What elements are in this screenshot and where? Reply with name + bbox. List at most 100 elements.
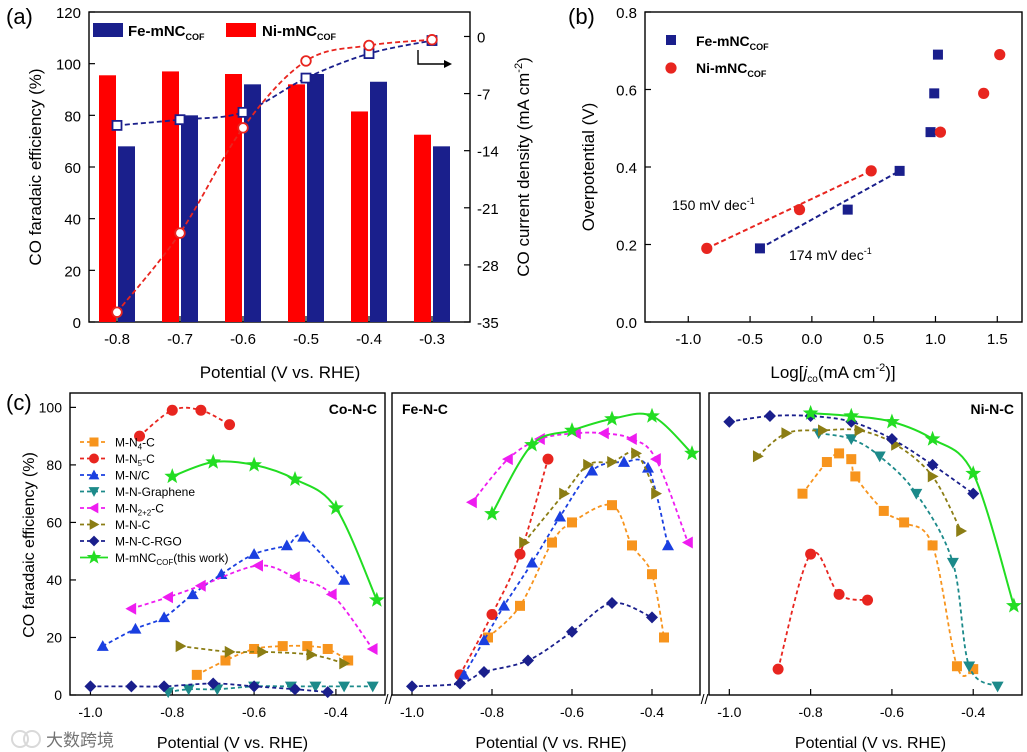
watermark-text: 大数跨境 [46, 731, 114, 750]
series-point-triangle-left [626, 433, 637, 446]
series-point-triangle-down [309, 681, 322, 693]
legend-swatch-fe [93, 23, 123, 37]
series-point-square [968, 664, 979, 675]
legend-label-tail: -C [151, 502, 164, 516]
panel-b-frame [644, 11, 1023, 323]
tafel-point-ni [793, 204, 806, 216]
y-tick-label: 0.2 [616, 238, 637, 255]
y2-tick-label: -7 [477, 87, 490, 104]
series-line-triangle-left [131, 564, 374, 650]
x-tick-label: -0.4 [324, 704, 348, 720]
annotation-fe-slope-exp: -1 [864, 246, 872, 256]
subpanel-title: Fe-N-C [402, 401, 448, 417]
x-title-rest: (mA cm [818, 363, 876, 382]
series-point-triangle-up [618, 456, 630, 467]
tafel-point-ni [865, 165, 877, 177]
annotation-fe-slope: 174 mV dec-1 [789, 246, 872, 263]
series-point-star [246, 456, 262, 472]
series-point-triangle-down [366, 681, 379, 693]
series-point-square [249, 643, 260, 654]
tafel-point-fe [929, 88, 940, 99]
legend-marker-fe [666, 35, 676, 45]
series-point-triangle-down [963, 661, 976, 673]
series-point-triangle-up [158, 611, 171, 623]
y-tick-label: 0.6 [616, 83, 637, 100]
series-point-triangle-right [927, 470, 939, 483]
legend-label-sub: 5 [138, 459, 143, 468]
panel-a-bar-chart: 0 20 40 60 80 100 120 0 -7 -14 -21 -28 -35 -0.8 -0.7 -0… [26, 5, 533, 382]
panel-b-label: (b) [568, 4, 595, 29]
series-point-diamond [885, 433, 898, 446]
series-point-star [328, 499, 344, 515]
x-tick-label: -1.0 [400, 704, 424, 720]
subpanel-frame-2 [391, 392, 701, 696]
series-point-square [627, 540, 637, 551]
series-point-diamond [454, 677, 466, 690]
bar-fe [181, 115, 198, 322]
series-line-square [801, 452, 974, 677]
series-point-triangle-up [186, 588, 199, 600]
legend-label-fe-main: Fe-mNC [128, 23, 186, 40]
panel-a-y-axis-title: CO faradaic efficiency (%) [26, 68, 45, 265]
series-point-square [567, 517, 577, 528]
series-point-circle [486, 608, 498, 620]
series-point-star [205, 453, 222, 469]
series-point-star [1005, 597, 1022, 613]
y-tick-label: 20 [64, 263, 81, 280]
series-point-triangle-left [252, 559, 263, 572]
panel-c-label: (c) [6, 390, 32, 415]
series-point-triangle-left [162, 591, 173, 604]
x-tick-label: 0.5 [863, 331, 884, 348]
panel-c-line-chart: -1.0 -0.8 -0.6 -0.4 Potential (V vs. RHE) Co-… [21, 392, 1023, 752]
series-point-square [220, 655, 231, 666]
legend-marker-square [89, 437, 99, 447]
tafel-point-fe [842, 204, 853, 215]
series-point-triangle-up [662, 539, 674, 551]
current-density-point-ni [300, 55, 312, 67]
x-tick-label: 0.0 [801, 331, 822, 348]
series-line-circle [138, 406, 230, 437]
tafel-point-ni [994, 49, 1006, 61]
series-point-square [607, 500, 617, 511]
series-point-square [659, 632, 669, 643]
y-tick-label: 60 [64, 160, 81, 177]
x-tick-label: -0.6 [242, 704, 266, 720]
series-point-square [821, 457, 832, 468]
series-point-triangle-right [651, 487, 662, 500]
series-point-triangle-up [248, 548, 261, 559]
series-point-triangle-down [338, 681, 351, 693]
series-point-triangle-down [946, 557, 959, 569]
series-point-triangle-right [257, 645, 269, 658]
series-point-triangle-up [642, 461, 654, 473]
series-point-star [924, 430, 941, 446]
series-line-star [810, 412, 1015, 607]
series-point-triangle-down [845, 434, 858, 446]
series-point-diamond [763, 410, 776, 423]
y-tick-label: 60 [46, 514, 62, 530]
x-tick-label: -0.4 [961, 704, 985, 720]
series-point-triangle-up [458, 668, 470, 680]
tafel-point-fe [925, 127, 936, 138]
x-tick-label: -0.4 [640, 704, 664, 720]
y-tick-label: 0.8 [616, 5, 637, 22]
y-tick-label: 100 [56, 57, 81, 74]
series-point-square [302, 641, 313, 652]
series-line-triangle-up [102, 534, 345, 647]
series-point-triangle-left [598, 427, 609, 440]
series-point-triangle-left [289, 571, 300, 584]
series-point-circle [514, 548, 526, 560]
legend-label-ni-sub: COF [317, 32, 337, 42]
series-point-square [647, 569, 657, 580]
panel-a-y2-axis-title: CO current density (mA cm-2) [513, 57, 533, 277]
y2-tick-label: 0 [477, 29, 485, 46]
series-point-circle [805, 548, 817, 560]
series-point-triangle-left [366, 642, 378, 655]
series-point-star [484, 505, 500, 521]
legend-label-sub: COF [156, 558, 173, 567]
series-point-diamond [84, 680, 97, 693]
series-point-star [287, 471, 303, 486]
series-point-square [850, 471, 861, 482]
series-point-star [965, 465, 982, 481]
series-point-diamond [566, 625, 578, 638]
